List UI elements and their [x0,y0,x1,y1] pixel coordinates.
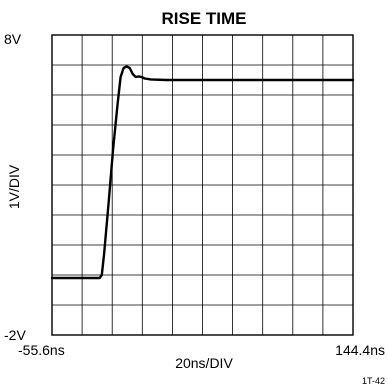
chart-title: RISE TIME [161,9,246,28]
x-axis-label: 20ns/DIV [175,355,233,371]
plot-grid [51,34,354,336]
y-top-label: 8V [4,31,22,47]
y-bottom-label: -2V [4,327,26,343]
figure-id: 1T-42 [362,376,385,386]
x-start-label: -55.6ns [18,342,65,358]
plot-frame [51,34,354,336]
y-axis-label: 1V/DIV [6,164,22,209]
series-line [50,65,355,280]
plot-traces [50,65,355,280]
x-end-label: 144.4ns [335,342,385,358]
